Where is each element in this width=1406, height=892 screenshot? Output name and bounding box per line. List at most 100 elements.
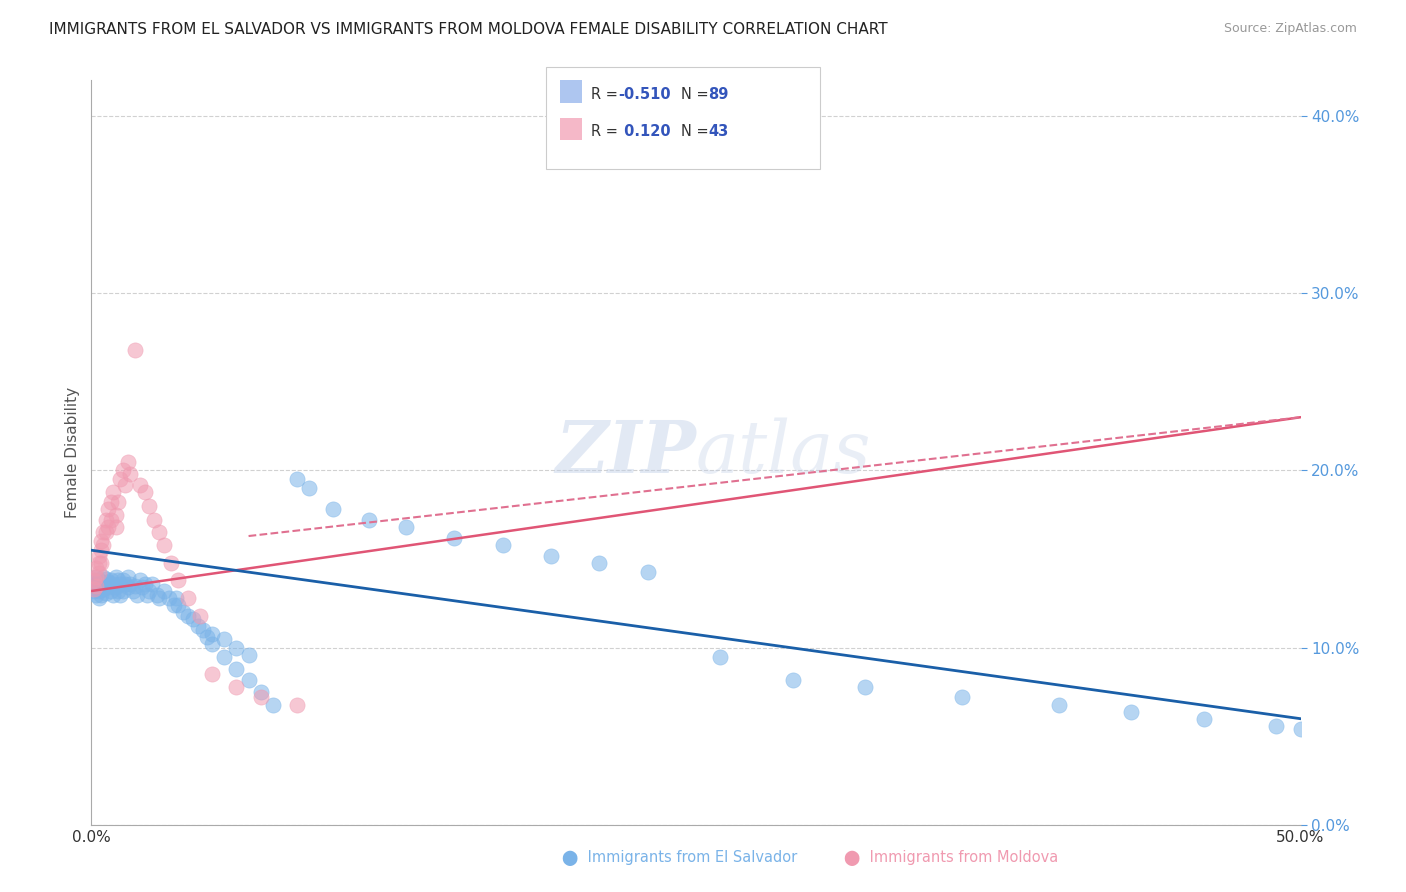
Point [94, 579, 117, 593]
Point [87, 591, 110, 606]
Point [709, 649, 731, 664]
Point [298, 481, 321, 495]
Point [201, 626, 224, 640]
Point [94, 525, 117, 540]
Point [90, 556, 112, 570]
Point [97, 575, 120, 590]
Point [124, 343, 146, 357]
Point [87, 584, 110, 599]
Point [110, 577, 132, 591]
Point [1192, 712, 1215, 726]
Point [172, 605, 194, 619]
Text: N =: N = [681, 87, 713, 102]
Text: ZIP: ZIP [555, 417, 696, 488]
Point [160, 556, 183, 570]
Point [249, 685, 271, 699]
Point [1289, 723, 1312, 737]
Point [167, 574, 190, 588]
Point [138, 584, 160, 599]
Point [100, 513, 122, 527]
Point [110, 472, 132, 486]
Point [491, 538, 513, 552]
Point [104, 508, 127, 522]
Point [94, 513, 117, 527]
Point [84, 577, 107, 591]
Point [90, 534, 112, 549]
Point [249, 690, 271, 705]
Point [181, 612, 204, 626]
Point [111, 584, 134, 599]
Text: R =: R = [591, 124, 621, 139]
Point [90, 543, 112, 558]
Point [84, 570, 107, 584]
Point [90, 581, 112, 595]
Point [238, 648, 260, 662]
Text: R =: R = [591, 87, 621, 102]
Point [84, 561, 107, 575]
Point [94, 572, 117, 586]
Point [187, 619, 209, 633]
Y-axis label: Female Disability: Female Disability [65, 387, 80, 518]
Point [101, 484, 124, 499]
Point [225, 680, 247, 694]
Point [114, 577, 136, 591]
Point [153, 538, 176, 552]
Point [117, 570, 139, 584]
Point [93, 582, 115, 597]
Point [100, 574, 122, 588]
Point [90, 575, 112, 590]
Point [197, 630, 219, 644]
Point [87, 566, 110, 581]
Point [782, 673, 804, 687]
Point [83, 579, 105, 593]
Text: 43: 43 [709, 124, 728, 139]
Point [225, 662, 247, 676]
Point [117, 581, 139, 595]
Point [101, 577, 124, 591]
Point [94, 586, 117, 600]
Point [121, 584, 143, 599]
Point [83, 574, 105, 588]
Point [83, 584, 105, 599]
Text: 89: 89 [709, 87, 728, 102]
Point [148, 525, 170, 540]
Point [1047, 698, 1070, 712]
Point [111, 574, 134, 588]
Point [90, 588, 112, 602]
Point [950, 690, 973, 705]
Point [637, 565, 659, 579]
Point [145, 588, 167, 602]
Text: IMMIGRANTS FROM EL SALVADOR VS IMMIGRANTS FROM MOLDOVA FEMALE DISABILITY CORRELA: IMMIGRANTS FROM EL SALVADOR VS IMMIGRANT… [49, 22, 887, 37]
Point [136, 588, 159, 602]
Point [853, 680, 876, 694]
Point [97, 520, 120, 534]
Point [148, 591, 170, 606]
Point [134, 484, 156, 499]
Point [104, 520, 127, 534]
Point [225, 640, 247, 655]
Point [138, 499, 160, 513]
Point [104, 581, 127, 595]
Point [87, 556, 110, 570]
Text: ⬤  Immigrants from Moldova: ⬤ Immigrants from Moldova [844, 850, 1057, 866]
Point [83, 574, 105, 588]
Point [134, 577, 156, 591]
Point [117, 454, 139, 468]
Text: N =: N = [681, 124, 713, 139]
Text: -0.510: -0.510 [619, 87, 671, 102]
Point [262, 698, 284, 712]
Point [104, 570, 127, 584]
Point [167, 598, 190, 612]
Point [97, 502, 120, 516]
Point [238, 673, 260, 687]
Text: ⬤  Immigrants from El Salvador: ⬤ Immigrants from El Salvador [562, 850, 797, 866]
Point [588, 556, 610, 570]
Point [110, 588, 132, 602]
Point [201, 637, 224, 651]
Point [214, 649, 236, 664]
Point [162, 598, 184, 612]
Point [285, 698, 308, 712]
Point [100, 584, 122, 599]
Point [143, 513, 166, 527]
Point [93, 570, 115, 584]
